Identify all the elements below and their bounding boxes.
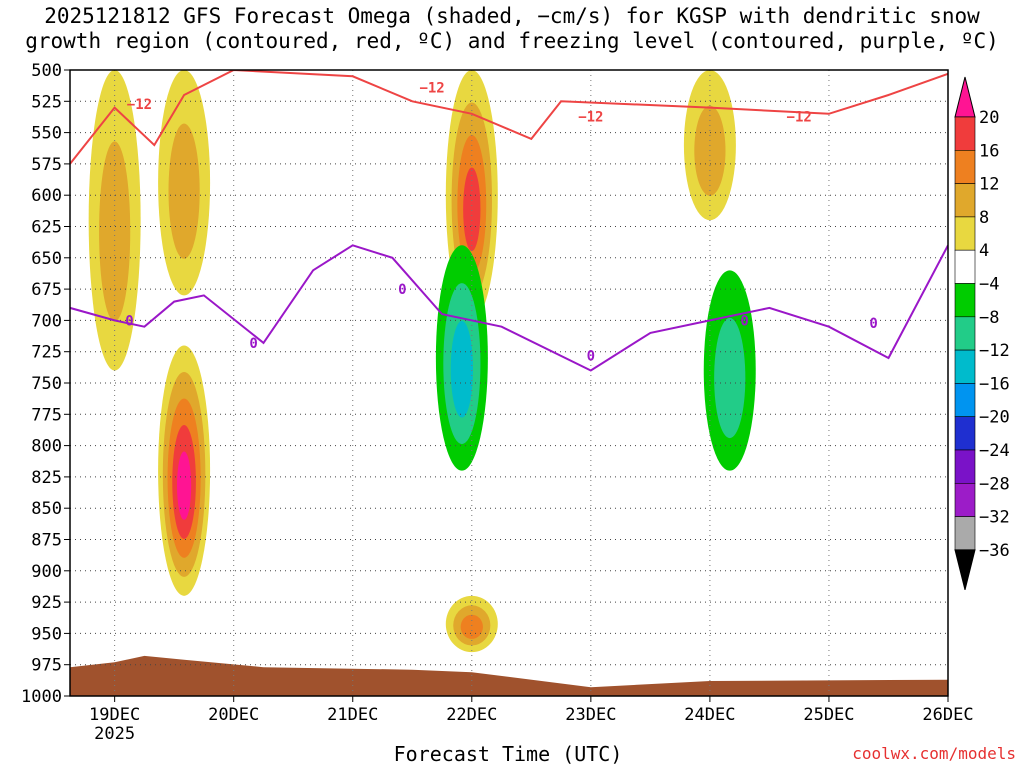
freezing-label-5: 0 bbox=[869, 316, 877, 332]
colorbar-band-11 bbox=[954, 449, 976, 484]
y-tick-label-1000: 1000 bbox=[21, 687, 62, 707]
omega-shade-4-2 bbox=[450, 320, 474, 418]
x-tick-label-23DEC: 23DEC bbox=[565, 705, 616, 725]
omega-shade-2-1 bbox=[168, 123, 200, 259]
y-tick-label-850: 850 bbox=[31, 499, 62, 519]
x-tick-label-24DEC: 24DEC bbox=[684, 705, 735, 725]
colorbar-label-13: −36 bbox=[979, 541, 1010, 561]
freezing-label-1: 0 bbox=[249, 336, 257, 352]
y-tick-label-775: 775 bbox=[31, 405, 62, 425]
colorbar-band-6 bbox=[954, 283, 976, 318]
x-tick-label-20DEC: 20DEC bbox=[208, 705, 259, 725]
y-tick-label-900: 900 bbox=[31, 562, 62, 582]
freezing-label-2: 0 bbox=[398, 282, 406, 298]
y-tick-label-500: 500 bbox=[31, 61, 62, 81]
y-tick-label-825: 825 bbox=[31, 468, 62, 488]
omega-shade-1-4 bbox=[176, 451, 192, 520]
colorbar-label-0: 20 bbox=[979, 108, 999, 128]
colorbar-label-1: 16 bbox=[979, 141, 999, 161]
y-tick-label-675: 675 bbox=[31, 280, 62, 300]
colorbar-band-8 bbox=[954, 349, 976, 384]
minus12-label-1: −12 bbox=[419, 81, 444, 97]
omega-shade-3-3 bbox=[463, 167, 481, 252]
x-axis-label: Forecast Time (UTC) bbox=[393, 742, 623, 766]
y-tick-label-525: 525 bbox=[31, 92, 62, 112]
y-tick-label-700: 700 bbox=[31, 311, 62, 331]
y-tick-label-750: 750 bbox=[31, 374, 62, 394]
colorbar-band-1 bbox=[954, 116, 976, 151]
minus12-label-2: −12 bbox=[578, 109, 603, 125]
colorbar-band-10 bbox=[954, 416, 976, 451]
title-line-1: 2025121812 GFS Forecast Omega (shaded, −… bbox=[44, 4, 980, 28]
omega-shade-6-1 bbox=[714, 317, 746, 439]
freezing-label-0: 0 bbox=[125, 313, 133, 329]
x-tick-label-19DEC: 19DEC bbox=[89, 705, 140, 725]
colorbar-label-7: −12 bbox=[979, 341, 1010, 361]
plot-background bbox=[70, 70, 948, 696]
y-tick-label-800: 800 bbox=[31, 437, 62, 457]
y-tick-label-650: 650 bbox=[31, 249, 62, 269]
colorbar-label-5: −4 bbox=[979, 275, 999, 295]
omega-shade-0-1 bbox=[99, 141, 131, 322]
colorbar-band-3 bbox=[954, 183, 976, 218]
colorbar-band-9 bbox=[954, 383, 976, 417]
y-tick-label-950: 950 bbox=[31, 624, 62, 644]
colorbar-label-10: −24 bbox=[979, 441, 1010, 461]
y-tick-label-550: 550 bbox=[31, 124, 62, 144]
colorbar-bottom-arrow bbox=[954, 549, 976, 591]
y-tick-label-925: 925 bbox=[31, 593, 62, 613]
colorbar-label-4: 4 bbox=[979, 241, 989, 261]
x-tick-label-25DEC: 25DEC bbox=[803, 705, 854, 725]
colorbar-band-12 bbox=[954, 482, 976, 517]
title-line-2: growth region (contoured, red, ºC) and f… bbox=[25, 29, 999, 53]
colorbar-label-11: −28 bbox=[979, 474, 1010, 494]
y-tick-label-600: 600 bbox=[31, 186, 62, 206]
dendritic-growth-contour bbox=[70, 70, 948, 165]
omega-shade-7-2 bbox=[460, 614, 483, 639]
y-tick-label-625: 625 bbox=[31, 218, 62, 238]
colorbar-label-3: 8 bbox=[979, 208, 989, 228]
colorbar-band-7 bbox=[954, 316, 976, 351]
colorbar-band-4 bbox=[954, 216, 976, 251]
colorbar-band-2 bbox=[954, 150, 976, 184]
x-tick-label-22DEC: 22DEC bbox=[446, 705, 497, 725]
chart-title: 2025121812 GFS Forecast Omega (shaded, −… bbox=[0, 4, 1024, 54]
y-tick-label-575: 575 bbox=[31, 155, 62, 175]
colorbar-label-12: −32 bbox=[979, 508, 1010, 528]
colorbar-label-9: −20 bbox=[979, 408, 1010, 428]
x-tick-label-21DEC: 21DEC bbox=[327, 705, 378, 725]
colorbar-label-2: 12 bbox=[979, 175, 999, 195]
freezing-label-3: 0 bbox=[587, 348, 595, 364]
y-tick-label-725: 725 bbox=[31, 343, 62, 363]
colorbar-top-arrow bbox=[954, 76, 976, 118]
terrain-surface bbox=[70, 655, 948, 696]
freezing-label-4: 0 bbox=[740, 313, 748, 329]
colorbar-label-8: −16 bbox=[979, 374, 1010, 394]
x-tick-label-26DEC: 26DEC bbox=[922, 705, 973, 725]
colorbar-label-6: −8 bbox=[979, 308, 999, 328]
colorbar-band-5 bbox=[954, 249, 976, 284]
y-tick-label-875: 875 bbox=[31, 531, 62, 551]
minus12-label-0: −12 bbox=[127, 97, 152, 113]
minus12-label-3: −12 bbox=[787, 109, 812, 125]
colorbar-band-13 bbox=[954, 516, 976, 551]
x-year-label: 2025 bbox=[94, 724, 135, 744]
freezing-level-contour bbox=[70, 244, 948, 372]
credit-link[interactable]: coolwx.com/models bbox=[852, 744, 1016, 763]
y-tick-label-975: 975 bbox=[31, 656, 62, 676]
